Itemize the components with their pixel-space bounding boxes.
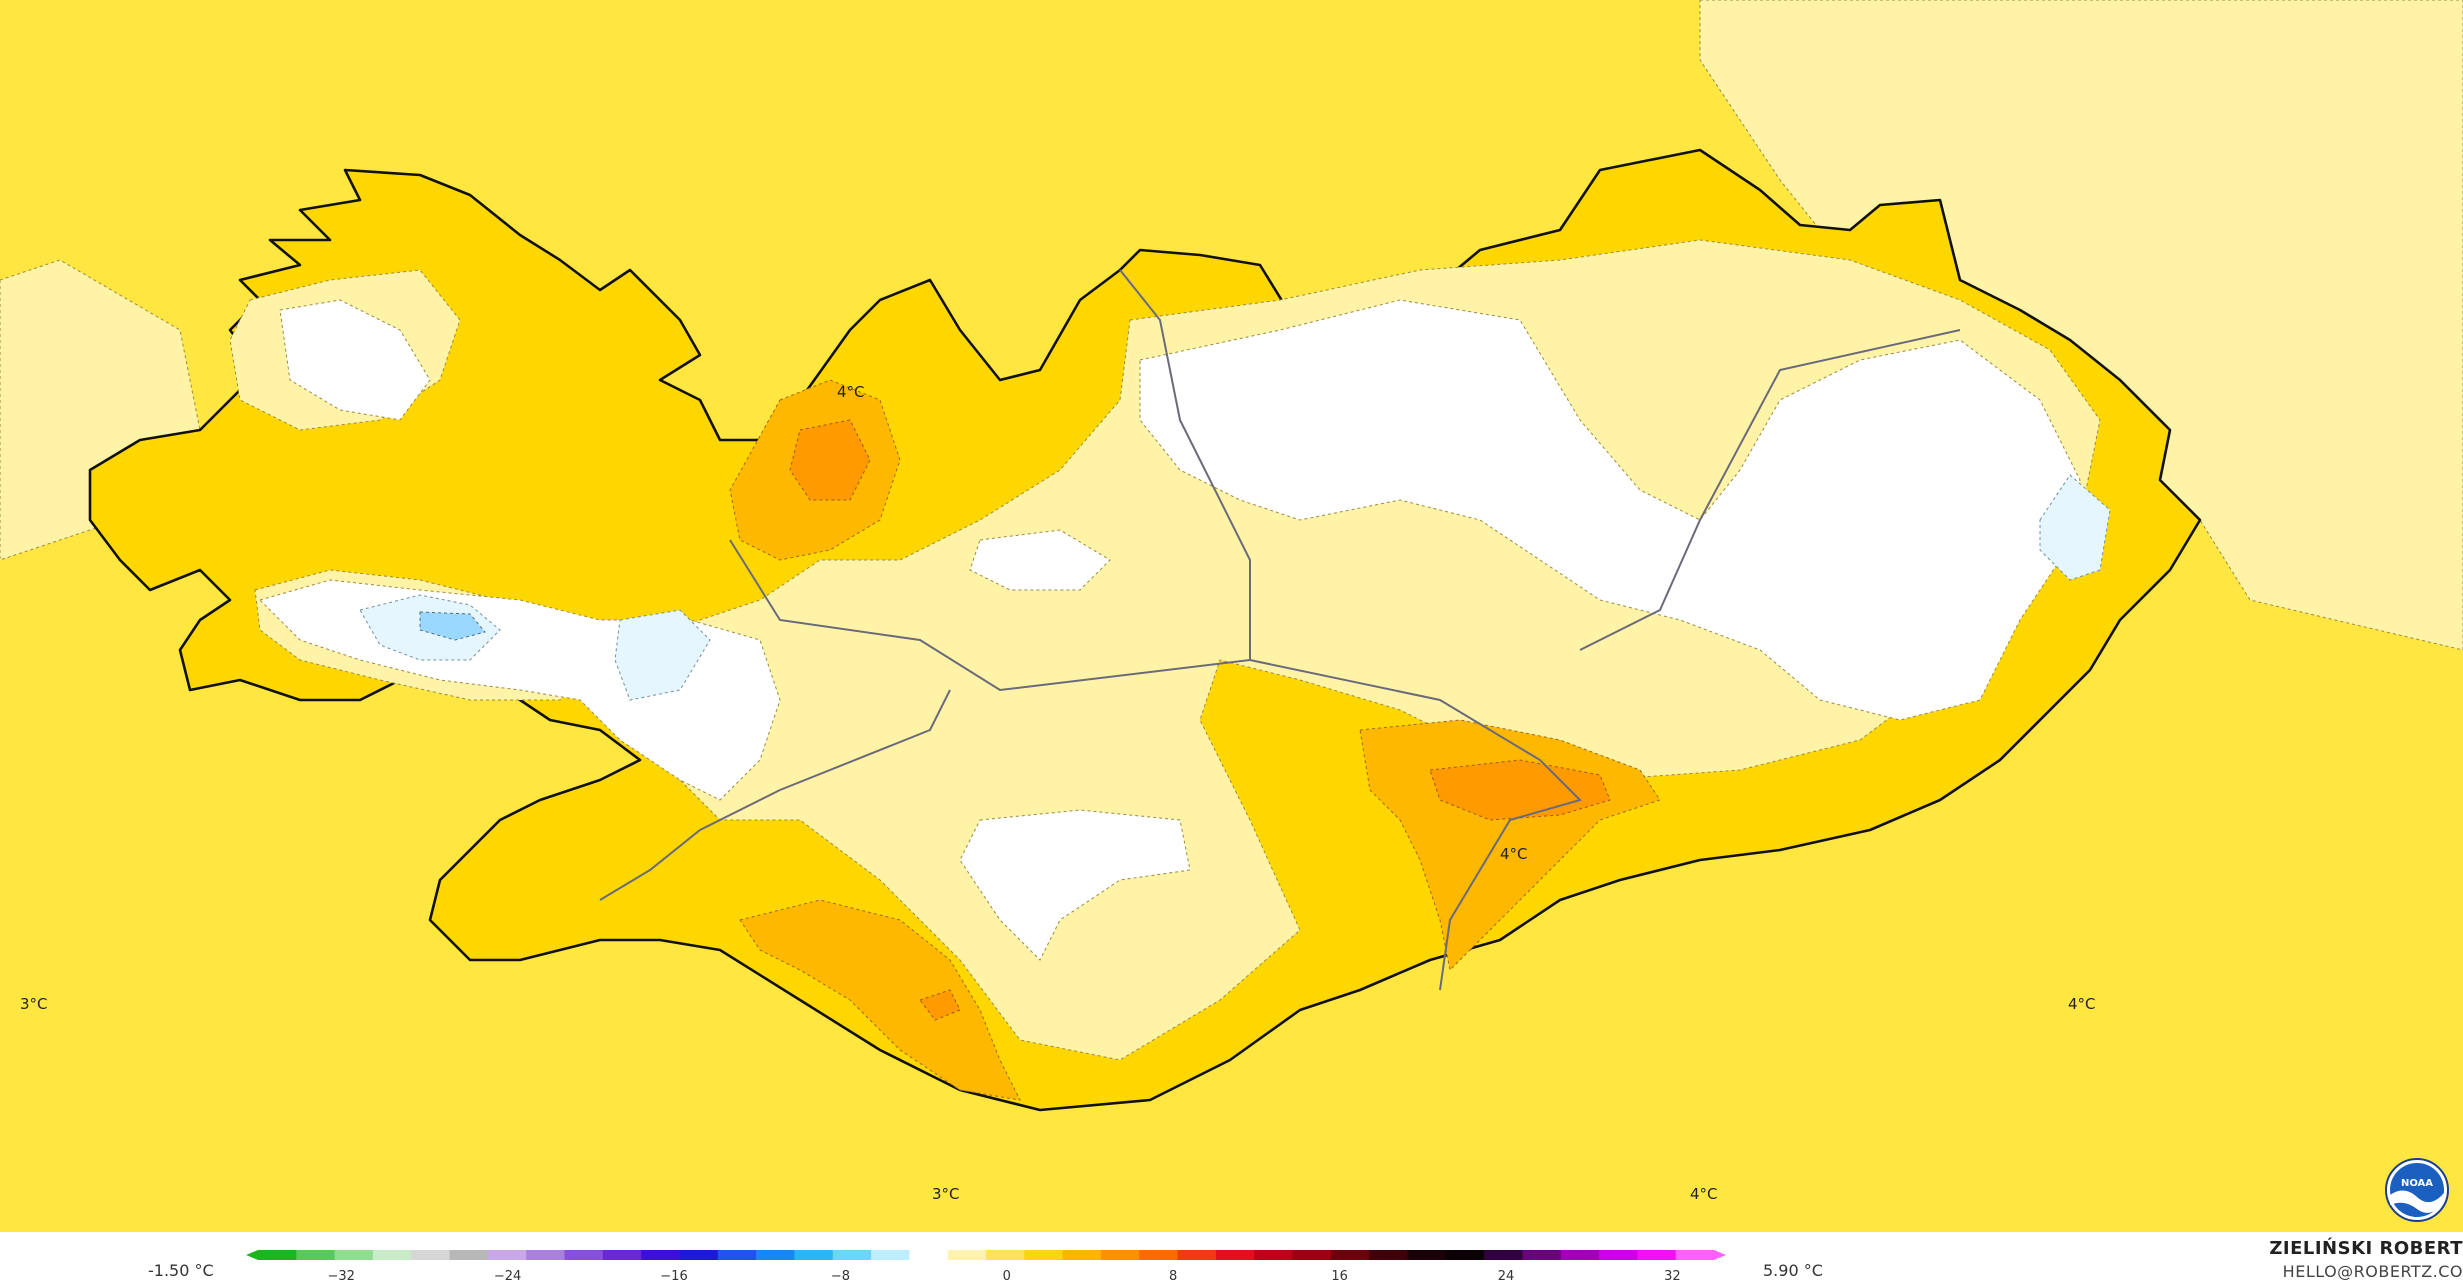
- colorbar-segment: [1560, 1250, 1600, 1260]
- colorbar-tick-label: 8: [1169, 1269, 1177, 1284]
- colorbar-segment: [564, 1250, 604, 1260]
- colorbar-tick-label: −16: [660, 1269, 687, 1284]
- colorbar-segment: [832, 1250, 872, 1260]
- map-label-south-west: 3°C: [932, 1185, 960, 1203]
- colorbar-segment: [1215, 1250, 1255, 1260]
- colorbar-segment: [871, 1250, 910, 1260]
- legend-min-label: -1.50 °C: [148, 1261, 214, 1280]
- colorbar-segment: [449, 1250, 489, 1260]
- credit-name: ZIELIŃSKI ROBERT: [2269, 1238, 2463, 1259]
- temperature-zone-ice-blue-2: [614, 609, 711, 701]
- colorbar-segment: [296, 1250, 336, 1260]
- colorbar-segment: [1330, 1250, 1370, 1260]
- colorbar-tick-label: −32: [327, 1269, 354, 1284]
- colorbar-segment: [641, 1250, 681, 1260]
- colorbar-segment: [602, 1250, 642, 1260]
- map-label-north: 4°C: [837, 383, 865, 401]
- colorbar-segment: [986, 1250, 1025, 1260]
- temperature-zone-deep-orange-north: [789, 419, 871, 501]
- colorbar-segment: [679, 1250, 719, 1260]
- credit-email: HELLO@ROBERTZ.CO: [2282, 1262, 2463, 1281]
- colorbar-tick-label: −8: [831, 1269, 850, 1284]
- colorbar: −32 −24 −16 −8 0 8 16 24 32: [246, 1250, 1726, 1284]
- colorbar-segment: [1100, 1250, 1140, 1260]
- temperature-zone-white-nw: [279, 299, 431, 421]
- colorbar-segment: [1522, 1250, 1562, 1260]
- colorbar-segment: [334, 1250, 374, 1260]
- colorbar-arrow-left: [246, 1250, 258, 1260]
- colorbar-segment: [411, 1250, 451, 1260]
- colorbar-segment: [1139, 1250, 1179, 1260]
- colorbar-segment: [1445, 1250, 1485, 1260]
- colorbar-tick-label: 16: [1331, 1269, 1348, 1284]
- colorbar-tick-label: −24: [494, 1269, 521, 1284]
- colorbar-segment: [487, 1250, 527, 1260]
- colorbar-tick-label: 0: [1003, 1269, 1011, 1284]
- map-label-south-east: 4°C: [1690, 1185, 1718, 1203]
- colorbar-segment: [1637, 1250, 1677, 1260]
- colorbar-segment: [1484, 1250, 1524, 1260]
- map-label-west: 3°C: [20, 995, 48, 1013]
- colorbar-tick-label: 32: [1664, 1269, 1681, 1284]
- colorbar-segment: [258, 1250, 297, 1260]
- colorbar-segment: [1177, 1250, 1217, 1260]
- road-line: [1579, 329, 1961, 651]
- temperature-zone-deep-orange-south: [919, 989, 961, 1021]
- colorbar-segment: [1254, 1250, 1294, 1260]
- colorbar-tick-label: 24: [1498, 1269, 1515, 1284]
- temperature-zone-white-south: [959, 809, 1191, 961]
- colorbar-segment: [372, 1250, 412, 1260]
- temperature-zone-ice-blue-east: [2039, 474, 2111, 581]
- colorbar-segment: [909, 1250, 949, 1260]
- colorbar-segment: [1062, 1250, 1102, 1260]
- road-line: [599, 689, 951, 901]
- colorbar-segment: [794, 1250, 834, 1260]
- noaa-logo-icon: NOAA: [2385, 1158, 2449, 1222]
- legend-max-label: 5.90 °C: [1763, 1261, 1823, 1280]
- colorbar-segment: [1292, 1250, 1332, 1260]
- road-line: [1249, 659, 1582, 991]
- colorbar-segment: [526, 1250, 566, 1260]
- colorbar-segment: [1024, 1250, 1064, 1260]
- colorbar-segment: [947, 1250, 987, 1260]
- colorbar-segment: [717, 1250, 757, 1260]
- temperature-map: [0, 0, 2463, 1232]
- colorbar-segment: [756, 1250, 796, 1260]
- temperature-zone-orange-south: [739, 899, 1021, 1101]
- temperature-zone-deep-blue: [419, 611, 486, 641]
- colorbar-segment: [1369, 1250, 1409, 1260]
- noaa-logo-text: NOAA: [2401, 1178, 2433, 1189]
- colorbar-segment: [1407, 1250, 1447, 1260]
- colorbar-segment: [1675, 1250, 1715, 1260]
- colorbar-segment: [1599, 1250, 1638, 1260]
- map-label-east: 4°C: [2068, 995, 2096, 1013]
- map-label-central-south: 4°C: [1500, 845, 1528, 863]
- colorbar-arrow-right: [1714, 1250, 1726, 1260]
- temperature-zone-white-central: [1139, 299, 2081, 721]
- temperature-zone-white-mid: [969, 529, 1111, 591]
